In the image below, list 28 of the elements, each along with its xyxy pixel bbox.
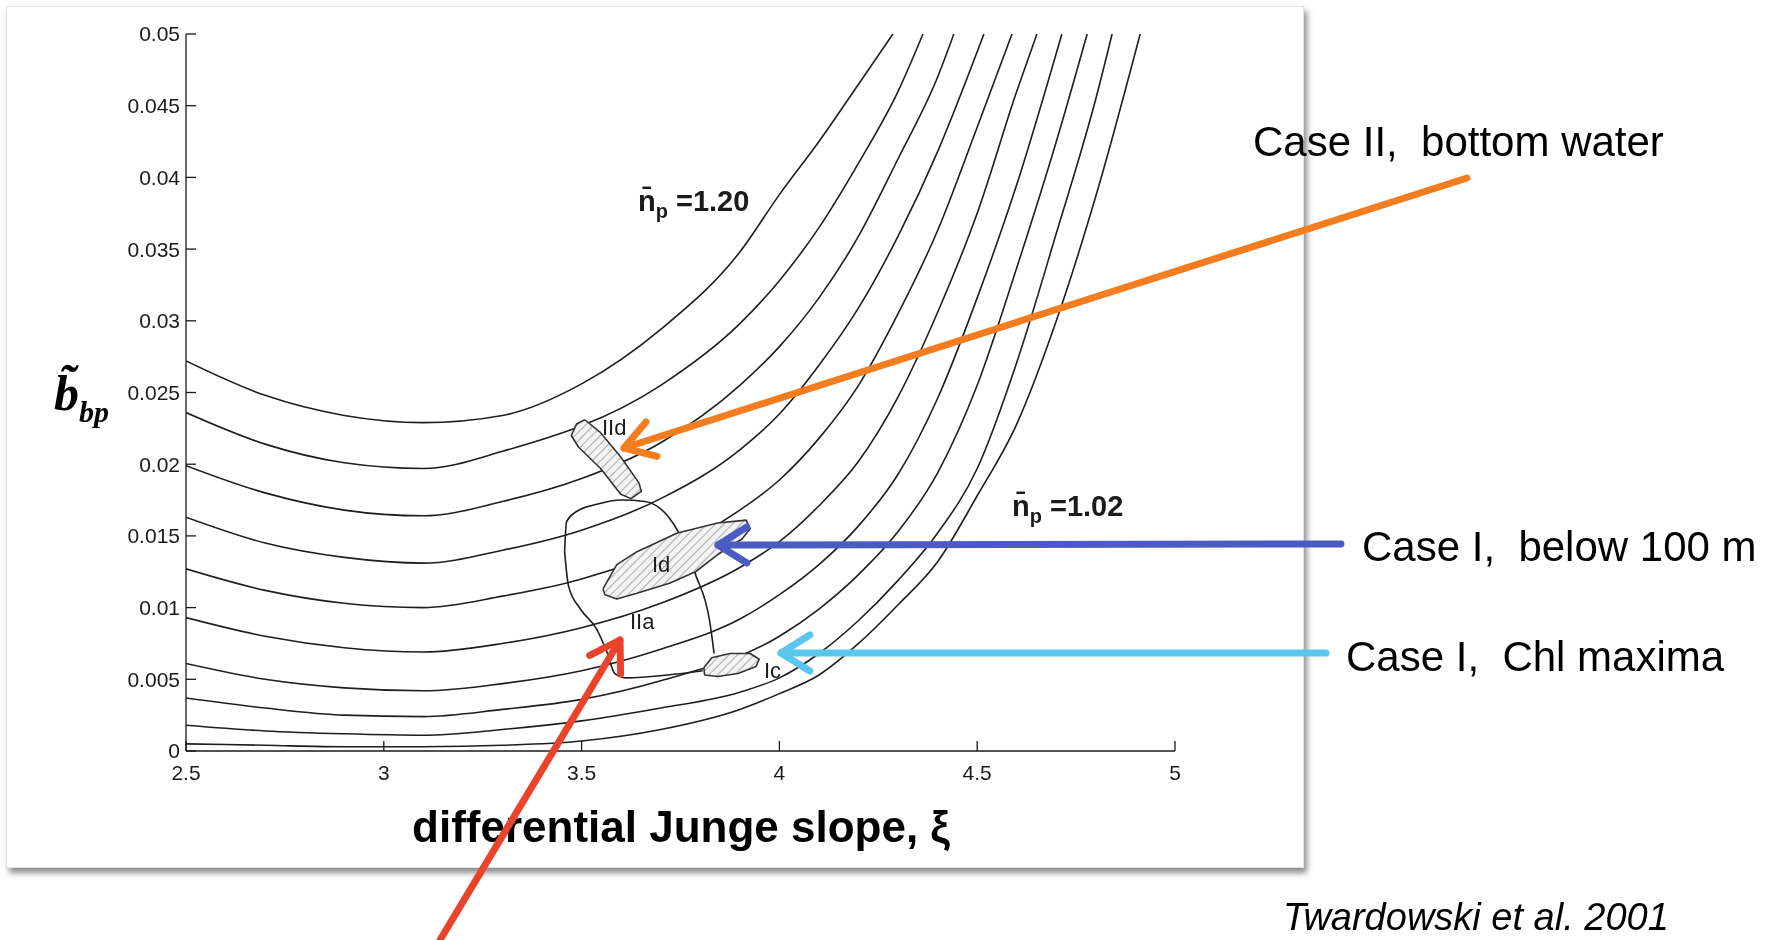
y-tick-label: 0.01 xyxy=(139,596,180,620)
y-tick-label: 0.04 xyxy=(139,165,181,189)
text: Case I, Chl maxima xyxy=(1346,633,1725,680)
x-tick-label: 4.5 xyxy=(962,760,992,784)
text: Case I, below 100 m xyxy=(1362,523,1757,570)
annotation: IId xyxy=(602,415,627,440)
text: Case II, bottom water xyxy=(1253,118,1664,165)
annotation: Id xyxy=(652,552,671,577)
y-tick-label: 0.05 xyxy=(139,22,180,46)
x-tick-label: 3 xyxy=(377,760,390,784)
y-axis-title: b̃$_{bp}$ xyxy=(54,364,109,428)
annotation: IIa xyxy=(630,609,656,634)
y-tick-label: 0.005 xyxy=(127,667,180,691)
x-tick-label: 4 xyxy=(773,760,786,784)
y-tick-label: 0.02 xyxy=(139,452,180,476)
y-tick-label: 0.025 xyxy=(127,380,180,404)
y-tick-label: 0.015 xyxy=(127,524,180,548)
y-tick-label: 0 xyxy=(168,739,180,763)
text: Twardowski et al. 2001 xyxy=(1283,896,1669,938)
y-tick-label: 0.03 xyxy=(139,309,180,333)
annotation: Ic xyxy=(764,658,782,683)
x-tick-label: 5 xyxy=(1169,760,1181,784)
y-tick-label: 0.045 xyxy=(127,94,180,118)
y-tick-label: 0.035 xyxy=(127,237,180,261)
annotation: n̄$_{p}$ =1.20 xyxy=(638,185,750,222)
x-tick-label: 2.5 xyxy=(171,760,201,784)
annotation: n̄$_{p}$ =1.02 xyxy=(1012,490,1124,527)
x-tick-label: 3.5 xyxy=(567,760,597,784)
